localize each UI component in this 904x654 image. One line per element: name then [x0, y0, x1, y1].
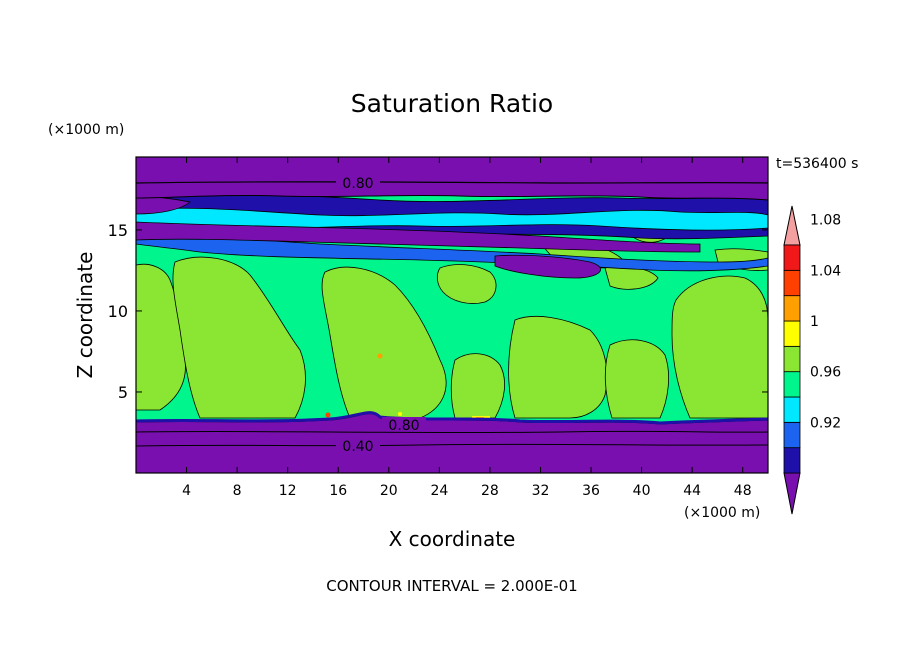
colorbar-low-arrow: [783, 472, 801, 515]
time-label: t=536400 s: [776, 156, 858, 172]
x-tick-label: 4: [182, 483, 191, 499]
contour-lower-a: [136, 430, 768, 434]
x-unit-label: (×1000 m): [684, 505, 760, 521]
contour-interval-note: CONTOUR INTERVAL = 2.000E-01: [326, 577, 577, 595]
y-axis: 5 10 15: [108, 221, 768, 402]
x-tick-label: 28: [481, 483, 499, 499]
colorbar: 0.92 0.96 1 1.04 1.08: [783, 205, 841, 515]
contour-labels: 0.80 0.80 0.40: [336, 174, 426, 455]
band-top-dry: [136, 157, 768, 201]
colorbar-swatch: [783, 396, 801, 423]
colorbar-swatch: [783, 320, 801, 347]
contour-label-top: 0.80: [342, 176, 373, 192]
x-tick-label: 8: [233, 483, 242, 499]
x-axis: 4 8 12 16 20 24 28 32 36 40 44 48: [182, 157, 752, 499]
colorbar-high-arrow: [783, 205, 801, 246]
colorbar-swatch: [783, 447, 801, 474]
colorbar-label: 1.04: [810, 263, 841, 279]
colorbar-label: 0.92: [810, 415, 841, 431]
colorbar-swatch: [783, 269, 801, 297]
contour-080-top: [136, 181, 768, 184]
x-tick-label: 12: [279, 483, 297, 499]
contour-040-lower: [136, 443, 768, 447]
colorbar-swatch: [783, 295, 801, 322]
colorbar-swatch: [783, 345, 801, 373]
x-tick-label: 16: [329, 483, 347, 499]
contour-label-mid: 0.80: [388, 418, 419, 434]
colorbar-label: 1.08: [810, 213, 841, 229]
blue-rim-lower: [136, 411, 768, 425]
x-tick-label: 44: [683, 483, 701, 499]
x-tick-label: 48: [734, 483, 752, 499]
x-tick-label: 32: [532, 483, 550, 499]
contour-field: [136, 157, 768, 473]
colorbar-label: 1: [810, 314, 819, 330]
y-axis-title: Z coordinate: [73, 252, 97, 379]
colorbar-swatch: [783, 371, 801, 398]
contour-label-low: 0.40: [342, 439, 373, 455]
colorbar-swatch: [783, 244, 801, 271]
colorbar-label: 0.96: [810, 365, 841, 381]
x-tick-label: 40: [633, 483, 651, 499]
x-tick-label: 24: [430, 483, 448, 499]
x-tick-label: 20: [380, 483, 398, 499]
upper-dry-layers: [136, 193, 768, 279]
x-tick-label: 36: [582, 483, 600, 499]
plot-frame: [135, 156, 769, 474]
chart-title: Saturation Ratio: [351, 89, 553, 118]
y-tick-label: 15: [108, 221, 128, 240]
y-unit-label: (×1000 m): [48, 122, 124, 138]
colorbar-swatch: [783, 421, 801, 449]
x-axis-title: X coordinate: [389, 527, 516, 551]
y-tick-label: 10: [108, 302, 128, 321]
y-tick-label: 5: [118, 383, 128, 402]
